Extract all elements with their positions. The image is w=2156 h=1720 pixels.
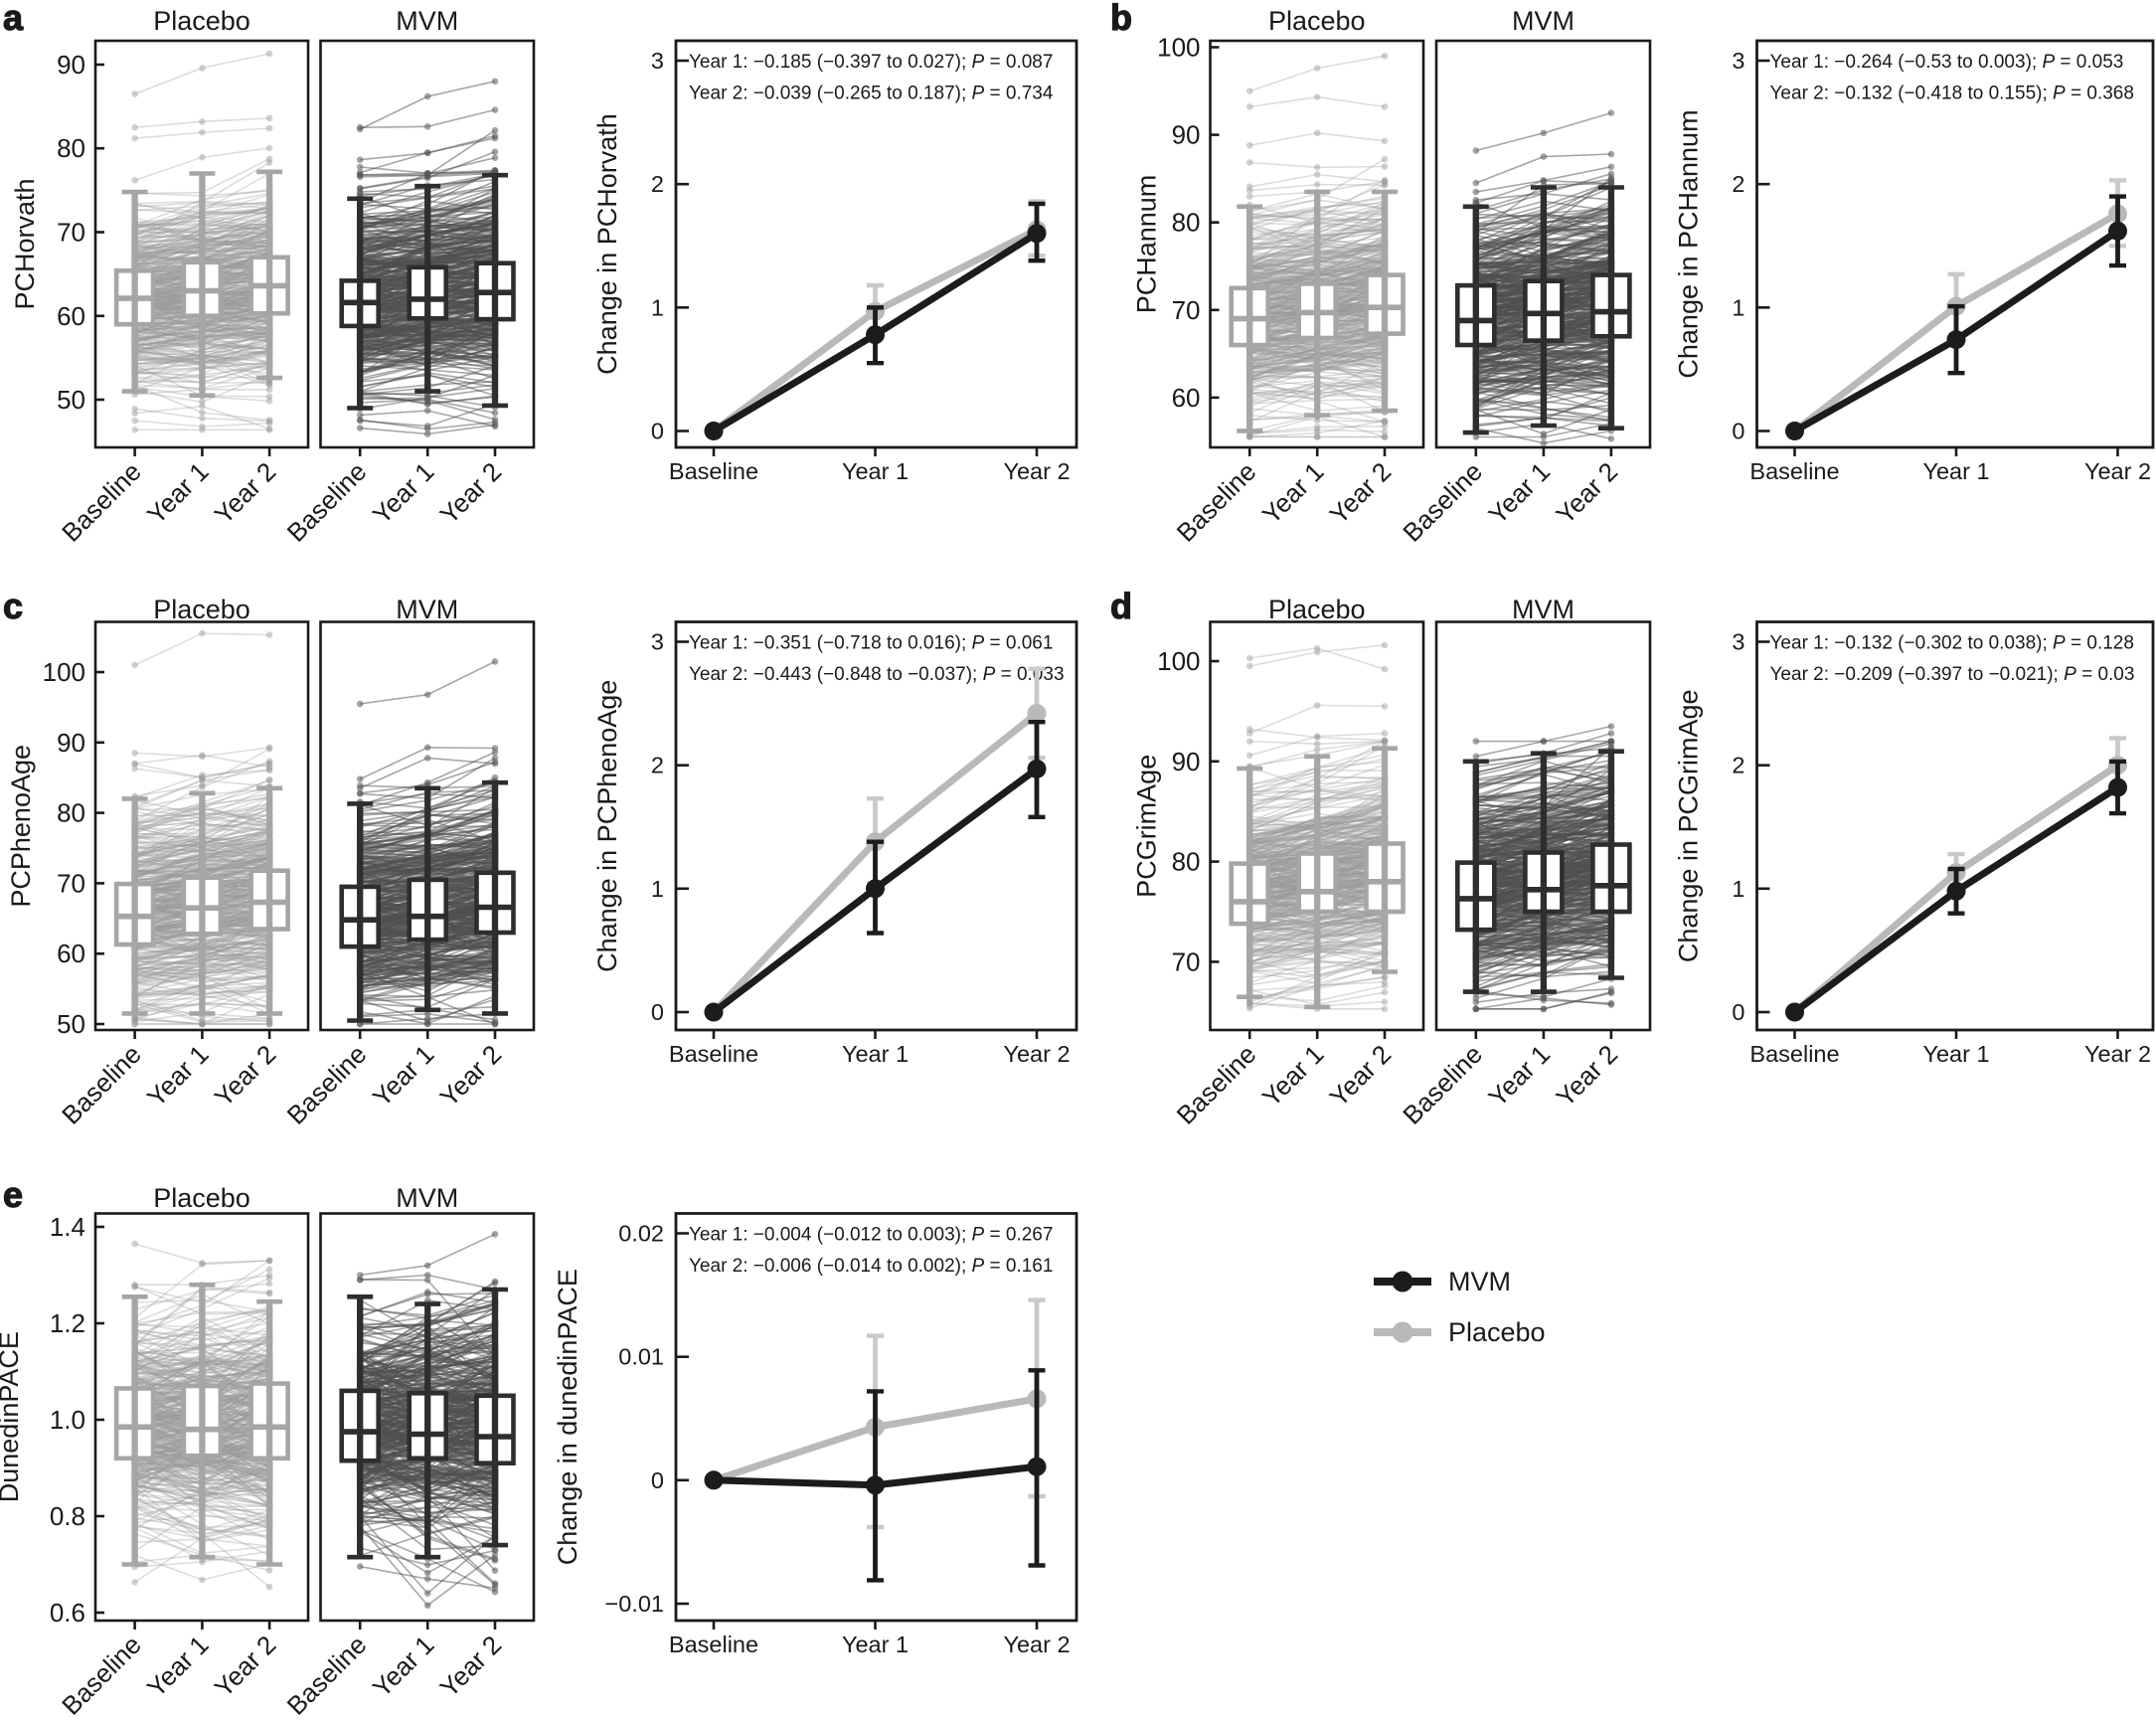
svg-text:50: 50	[57, 1009, 85, 1039]
svg-text:Baseline: Baseline	[669, 1632, 758, 1657]
svg-text:Year 1: −0.132 (−0.302 to 0.03: Year 1: −0.132 (−0.302 to 0.038); P = 0.…	[1770, 633, 2134, 654]
svg-text:PCHannum: PCHannum	[1132, 175, 1162, 314]
svg-text:2: 2	[1732, 171, 1744, 197]
svg-text:3: 3	[651, 48, 664, 74]
svg-text:Placebo: Placebo	[1268, 595, 1366, 624]
svg-text:Change in PCHorvath: Change in PCHorvath	[592, 113, 622, 375]
svg-text:Year 2: Year 2	[2084, 1041, 2151, 1067]
svg-text:1: 1	[1732, 294, 1744, 320]
svg-text:80: 80	[1172, 208, 1201, 238]
svg-text:0: 0	[651, 419, 664, 444]
svg-text:Year 1: Year 1	[842, 1041, 909, 1067]
svg-text:90: 90	[57, 728, 85, 758]
svg-text:50: 50	[57, 385, 85, 415]
svg-text:MVM: MVM	[396, 6, 458, 36]
svg-text:80: 80	[1172, 847, 1201, 877]
svg-text:c: c	[3, 586, 23, 626]
svg-text:Year 1: Year 1	[842, 1632, 909, 1657]
svg-text:0: 0	[1732, 419, 1744, 444]
svg-text:0: 0	[651, 1467, 664, 1493]
svg-text:Change in dunedinPACE: Change in dunedinPACE	[553, 1269, 582, 1565]
svg-text:MVM: MVM	[1512, 6, 1575, 36]
svg-text:Baseline: Baseline	[1749, 458, 1839, 484]
svg-text:2: 2	[651, 171, 664, 197]
svg-text:Placebo: Placebo	[1268, 6, 1366, 36]
svg-text:3: 3	[651, 629, 664, 655]
svg-text:0.6: 0.6	[50, 1598, 85, 1628]
svg-text:Year 2: −0.039 (−0.265 to 0.18: Year 2: −0.039 (−0.265 to 0.187); P = 0.…	[689, 83, 1054, 103]
svg-text:PCGrimAge: PCGrimAge	[1132, 755, 1162, 898]
svg-text:2: 2	[651, 753, 664, 778]
svg-text:1.0: 1.0	[50, 1405, 85, 1435]
svg-text:100: 100	[43, 657, 85, 687]
svg-text:70: 70	[57, 868, 85, 898]
svg-text:MVM: MVM	[396, 1183, 458, 1213]
svg-text:Baseline: Baseline	[669, 1041, 758, 1067]
svg-text:b: b	[1110, 0, 1132, 38]
svg-text:3: 3	[1732, 629, 1744, 655]
svg-text:100: 100	[1157, 646, 1200, 676]
svg-text:1: 1	[651, 294, 664, 320]
svg-text:1: 1	[1732, 876, 1744, 902]
svg-text:100: 100	[1157, 33, 1200, 63]
svg-text:Year 1: −0.185 (−0.397 to 0.02: Year 1: −0.185 (−0.397 to 0.027); P = 0.…	[689, 52, 1053, 73]
svg-text:a: a	[3, 0, 24, 38]
svg-text:MVM: MVM	[1448, 1267, 1511, 1296]
svg-text:70: 70	[1172, 946, 1201, 976]
svg-text:Year 1: Year 1	[842, 458, 909, 484]
svg-text:Year 2: Year 2	[1003, 458, 1070, 484]
svg-text:1: 1	[651, 876, 664, 902]
svg-text:Placebo: Placebo	[153, 1183, 250, 1213]
svg-text:1.2: 1.2	[50, 1308, 85, 1338]
svg-text:Year 2: −0.006 (−0.014 to 0.00: Year 2: −0.006 (−0.014 to 0.002); P = 0.…	[689, 1256, 1053, 1277]
svg-text:Placebo: Placebo	[153, 595, 250, 624]
svg-text:Baseline: Baseline	[1749, 1041, 1839, 1067]
svg-text:d: d	[1110, 586, 1132, 626]
svg-text:60: 60	[1172, 383, 1201, 413]
svg-text:Year 1: −0.004 (−0.012 to 0.00: Year 1: −0.004 (−0.012 to 0.003); P = 0.…	[689, 1225, 1053, 1246]
svg-text:Change in PCHannum: Change in PCHannum	[1674, 109, 1704, 378]
svg-text:Change in PCPhenoAge: Change in PCPhenoAge	[592, 680, 622, 972]
svg-text:0: 0	[651, 999, 664, 1025]
svg-text:60: 60	[57, 939, 85, 968]
svg-text:PCHorvath: PCHorvath	[10, 178, 40, 309]
svg-text:0: 0	[1732, 999, 1744, 1025]
svg-text:1.4: 1.4	[50, 1212, 85, 1242]
svg-text:Year 2: −0.443 (−0.848 to −0.0: Year 2: −0.443 (−0.848 to −0.037); P = 0…	[689, 664, 1065, 685]
svg-text:90: 90	[57, 50, 85, 80]
svg-text:Year 1: −0.264 (−0.53 to 0.003: Year 1: −0.264 (−0.53 to 0.003); P = 0.0…	[1770, 52, 2124, 73]
svg-text:MVM: MVM	[1512, 595, 1575, 624]
svg-text:Year 2: −0.209 (−0.397 to −0.0: Year 2: −0.209 (−0.397 to −0.021); P = 0…	[1770, 664, 2135, 685]
svg-text:70: 70	[1172, 295, 1201, 325]
svg-text:Placebo: Placebo	[153, 6, 250, 36]
svg-text:MVM: MVM	[396, 595, 458, 624]
svg-text:2: 2	[1732, 753, 1744, 778]
svg-text:Year 2: Year 2	[2084, 458, 2151, 484]
svg-text:80: 80	[57, 798, 85, 828]
svg-text:Year 2: −0.132 (−0.418 to 0.15: Year 2: −0.132 (−0.418 to 0.155); P = 0.…	[1770, 83, 2134, 103]
svg-text:Baseline: Baseline	[669, 458, 758, 484]
svg-text:DunedinPACE: DunedinPACE	[0, 1331, 24, 1502]
svg-text:0.02: 0.02	[618, 1221, 664, 1247]
svg-text:Year 2: Year 2	[1003, 1041, 1070, 1067]
svg-text:Placebo: Placebo	[1448, 1317, 1546, 1347]
svg-text:Year 1: Year 1	[1922, 458, 1989, 484]
svg-text:Year 1: Year 1	[1922, 1041, 1989, 1067]
svg-text:70: 70	[57, 218, 85, 248]
svg-text:e: e	[3, 1174, 23, 1215]
svg-text:80: 80	[57, 133, 85, 163]
svg-text:60: 60	[57, 301, 85, 331]
svg-text:90: 90	[1172, 120, 1201, 150]
svg-text:Year 1: −0.351 (−0.718 to 0.01: Year 1: −0.351 (−0.718 to 0.016); P = 0.…	[689, 633, 1053, 654]
svg-text:PCPhenoAge: PCPhenoAge	[6, 745, 36, 908]
svg-text:−0.01: −0.01	[605, 1591, 664, 1617]
svg-text:3: 3	[1732, 48, 1744, 74]
svg-text:Change in PCGrimAge: Change in PCGrimAge	[1674, 689, 1704, 962]
svg-text:0.01: 0.01	[618, 1344, 664, 1370]
svg-text:90: 90	[1172, 747, 1201, 776]
svg-text:0.8: 0.8	[50, 1501, 85, 1531]
svg-text:Year 2: Year 2	[1003, 1632, 1070, 1657]
